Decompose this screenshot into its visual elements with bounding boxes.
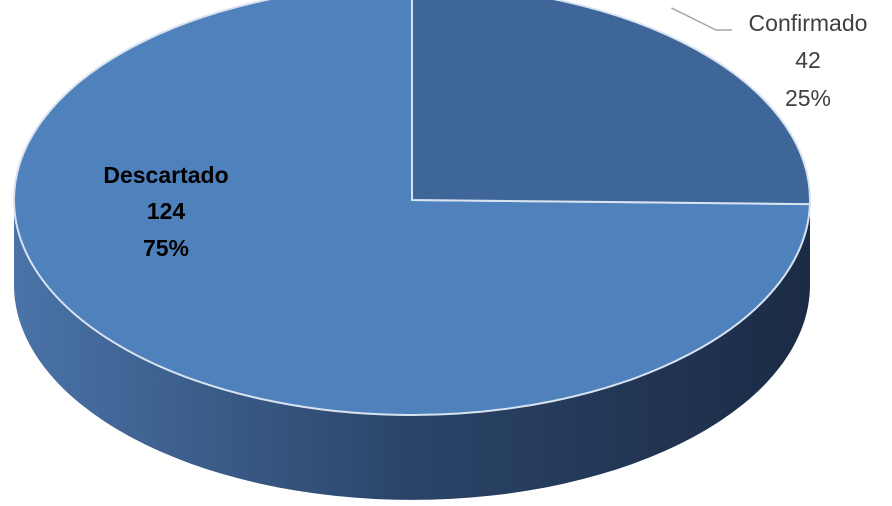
pie-slice-descartado xyxy=(13,0,811,416)
pie-side-wall xyxy=(14,200,810,500)
slice-label-confirmado-percent: 25% xyxy=(785,85,831,111)
slice-label-descartado-value: 124 xyxy=(147,198,186,224)
slice-label-confirmado-name: Confirmado xyxy=(749,10,868,36)
slice-label-descartado-name: Descartado xyxy=(103,162,228,188)
pie-slice-confirmado xyxy=(411,0,811,206)
slice-label-confirmado-value: 42 xyxy=(795,47,821,73)
leader-line-confirmado xyxy=(671,7,732,31)
slice-label-descartado-percent: 75% xyxy=(143,235,189,261)
